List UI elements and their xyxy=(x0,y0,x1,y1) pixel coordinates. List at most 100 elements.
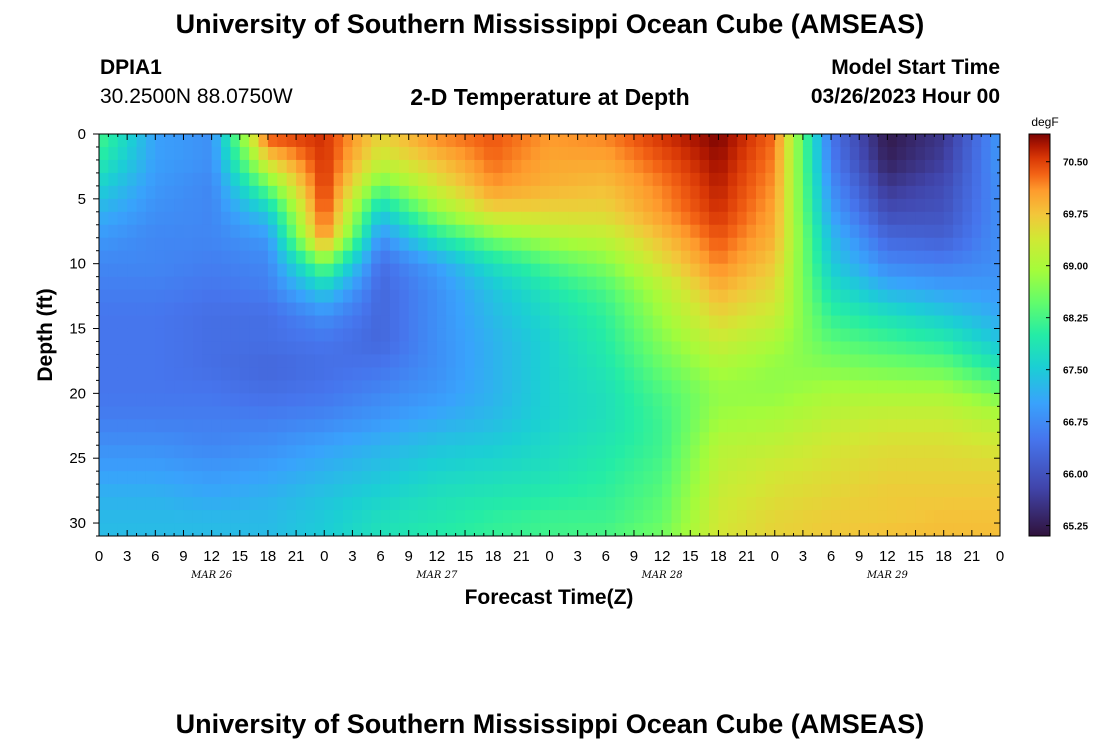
heatmap-cell xyxy=(446,159,457,174)
heatmap-cell xyxy=(145,380,156,394)
heatmap-cell xyxy=(455,406,466,420)
heatmap-cell xyxy=(296,185,307,200)
heatmap-cell xyxy=(662,380,673,394)
heatmap-cell xyxy=(249,484,260,498)
heatmap-cell xyxy=(117,198,128,213)
heatmap-cell xyxy=(145,393,156,407)
heatmap-cell xyxy=(943,276,954,291)
heatmap-cell xyxy=(221,328,231,343)
heatmap-cell xyxy=(145,263,156,278)
heatmap-cell xyxy=(108,237,119,252)
heatmap-cell xyxy=(699,393,710,407)
heatmap-cell xyxy=(568,484,579,498)
heatmap-cell xyxy=(521,406,532,420)
heatmap-cell xyxy=(455,134,466,148)
heatmap-cell xyxy=(746,458,757,472)
heatmap-cell xyxy=(709,224,720,239)
heatmap-cell xyxy=(446,419,457,433)
heatmap-cell xyxy=(953,393,964,407)
heatmap-cell xyxy=(239,328,250,343)
heatmap-cell xyxy=(962,211,973,226)
heatmap-cell xyxy=(324,354,335,369)
heatmap-cell xyxy=(859,315,870,330)
heatmap-cell xyxy=(558,432,569,446)
heatmap-cell xyxy=(530,289,541,304)
heatmap-cell xyxy=(680,354,691,369)
heatmap-cell xyxy=(314,328,325,343)
heatmap-cell xyxy=(127,237,138,252)
heatmap-cell xyxy=(474,510,485,524)
heatmap-cell xyxy=(352,211,363,226)
heatmap-cell xyxy=(774,328,785,343)
heatmap-cell xyxy=(624,276,635,291)
heatmap-cell xyxy=(718,276,729,291)
heatmap-cell xyxy=(136,237,147,252)
heatmap-cell xyxy=(296,406,307,420)
colorbar-tick-label: 65.25 xyxy=(1063,522,1088,533)
heatmap-cell xyxy=(671,263,682,278)
heatmap-cell xyxy=(267,497,278,511)
heatmap-cell xyxy=(399,380,410,394)
heatmap-cell xyxy=(286,523,297,536)
heatmap-cell xyxy=(446,302,457,317)
heatmap-cell xyxy=(502,211,513,226)
heatmap-cell xyxy=(371,289,382,304)
heatmap-cell xyxy=(812,380,823,394)
heatmap-cell xyxy=(877,445,888,459)
heatmap-cell xyxy=(662,406,673,420)
heatmap-cell xyxy=(436,315,447,330)
heatmap-cell xyxy=(455,328,466,343)
heatmap-cell xyxy=(699,159,710,174)
heatmap-cell xyxy=(155,445,166,459)
heatmap-cell xyxy=(305,172,316,187)
x-tick-label: 0 xyxy=(95,548,103,565)
heatmap-cell xyxy=(145,289,156,304)
heatmap-cell xyxy=(446,315,457,330)
heatmap-cell xyxy=(812,302,823,317)
heatmap-cell xyxy=(652,380,663,394)
heatmap-cell xyxy=(380,276,391,291)
heatmap-cell xyxy=(352,224,363,239)
heatmap-cell xyxy=(718,471,729,485)
heatmap-cell xyxy=(145,146,156,161)
heatmap-cell xyxy=(361,432,372,446)
heatmap-cell xyxy=(230,289,241,304)
heatmap-cell xyxy=(380,328,391,343)
heatmap-cell xyxy=(502,523,513,536)
heatmap-cell xyxy=(483,263,494,278)
heatmap-cell xyxy=(286,159,297,174)
heatmap-cell xyxy=(296,354,307,369)
heatmap-cell xyxy=(427,185,438,200)
heatmap-cell xyxy=(483,328,494,343)
heatmap-cell xyxy=(943,289,954,304)
heatmap-cell xyxy=(511,354,522,369)
heatmap-cell xyxy=(953,497,964,511)
heatmap-cell xyxy=(371,380,382,394)
heatmap-cell xyxy=(99,198,109,213)
x-tick-label: 6 xyxy=(151,548,159,565)
heatmap-cell xyxy=(549,510,560,524)
heatmap-cell xyxy=(192,341,203,356)
heatmap-cell xyxy=(812,289,823,304)
heatmap-cell xyxy=(521,523,532,536)
heatmap-cell xyxy=(249,367,260,381)
heatmap-cell xyxy=(558,250,569,265)
heatmap-cell xyxy=(427,458,438,472)
heatmap-cell xyxy=(389,224,400,239)
heatmap-cell xyxy=(258,523,269,536)
y-tick-label: 5 xyxy=(78,191,86,208)
heatmap-cell xyxy=(446,458,457,472)
heatmap-cell xyxy=(915,484,926,498)
heatmap-cell xyxy=(840,393,851,407)
heatmap-cell xyxy=(680,523,691,536)
heatmap-cell xyxy=(821,289,832,304)
heatmap-cell xyxy=(568,497,579,511)
heatmap-cell xyxy=(99,406,109,420)
heatmap-cell xyxy=(934,237,945,252)
heatmap-cell xyxy=(859,172,870,187)
heatmap-cell xyxy=(117,510,128,524)
heatmap-cell xyxy=(136,445,147,459)
heatmap-cell xyxy=(211,172,222,187)
heatmap-cell xyxy=(352,159,363,174)
heatmap-cell xyxy=(971,276,982,291)
